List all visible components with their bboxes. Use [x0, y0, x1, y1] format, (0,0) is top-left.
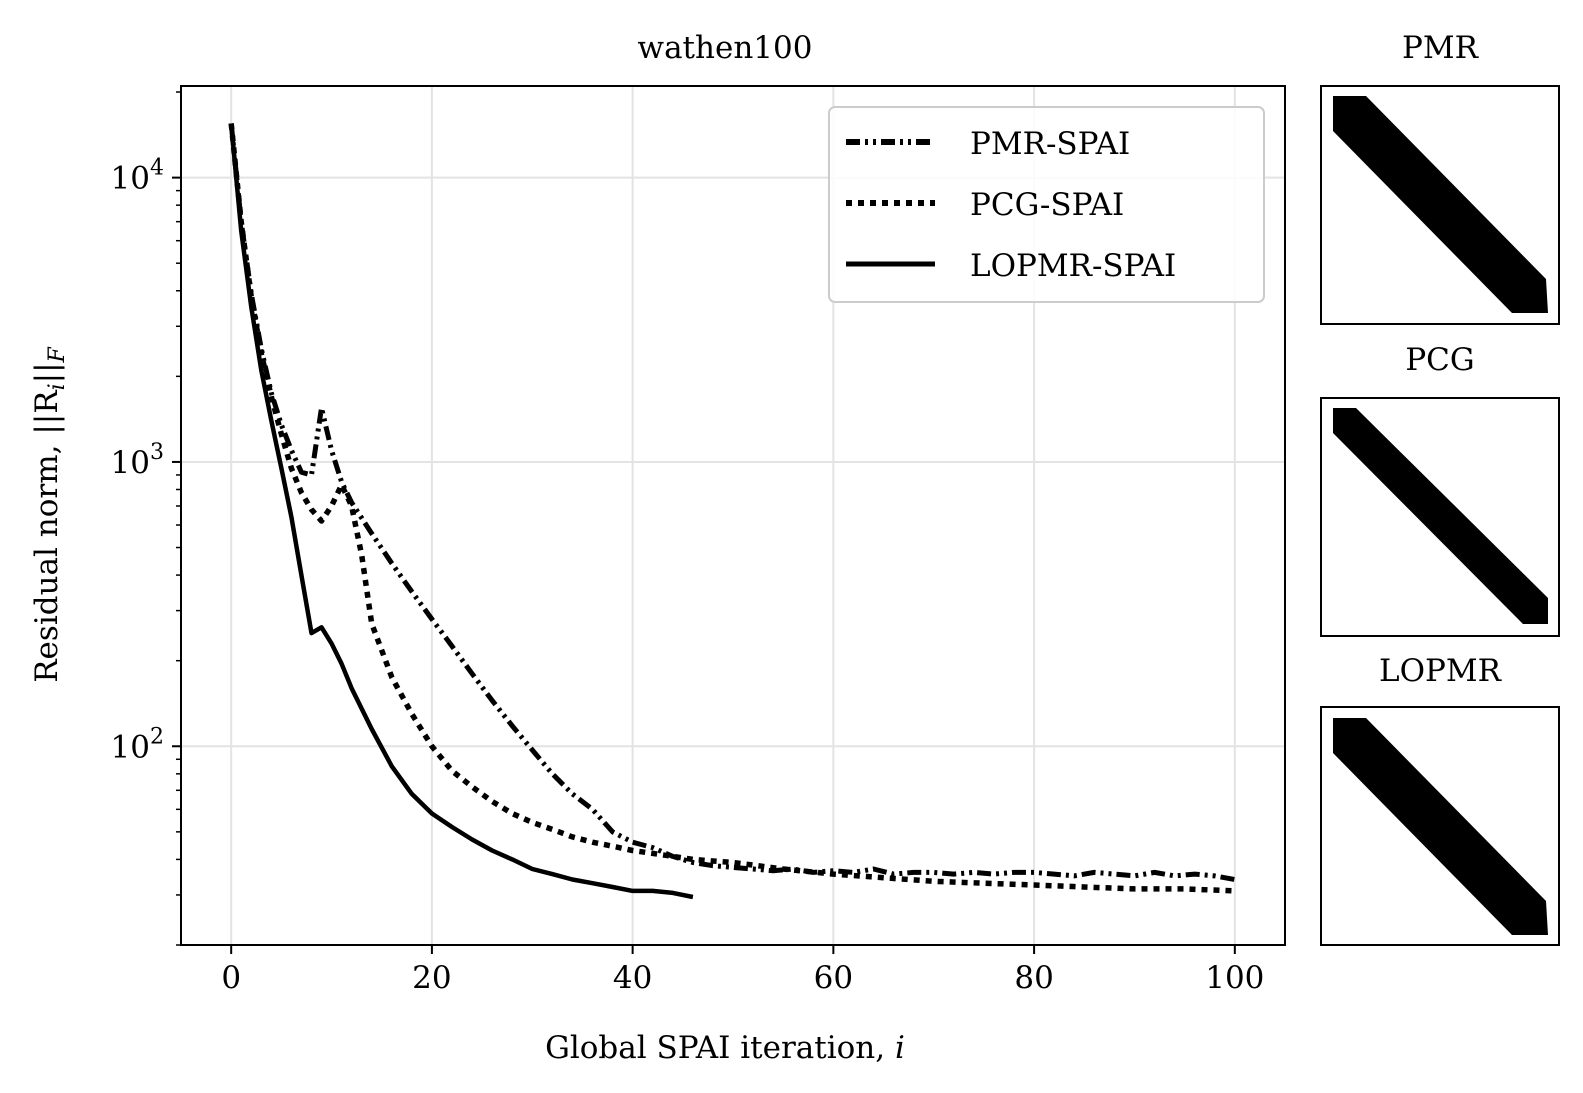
series-line-lopmr-spai	[228, 123, 694, 900]
sparsity-band-pmr	[1333, 96, 1548, 313]
y-axis-label-sub2: F	[45, 346, 70, 363]
x-tick-label: 100	[1205, 960, 1264, 996]
sparsity-panel-lopmr: LOPMR	[1320, 653, 1560, 946]
legend-label-pcg: PCG-SPAI	[970, 187, 1124, 223]
x-axis-label-text: Global SPAI iteration,	[545, 1030, 895, 1066]
x-tick-label: 80	[1014, 960, 1053, 996]
y-tick-exponent: 2	[150, 724, 164, 749]
series-line-pcg-spai	[228, 123, 1235, 894]
plot-frame	[180, 85, 1286, 946]
legend: PMR-SPAI PCG-SPAI LOPMR-SPAI	[828, 106, 1265, 303]
y-tick-exponent: 3	[150, 440, 164, 465]
y-tick-base: 10	[111, 729, 150, 765]
sparsity-band-lopmr	[1333, 718, 1548, 935]
x-tick-label: 0	[221, 960, 241, 996]
series-line-pmr-spai	[228, 123, 1236, 882]
x-tick-label: 40	[613, 960, 652, 996]
y-tick-exponent: 4	[150, 156, 164, 181]
y-axis-label-math2: ||	[29, 362, 65, 383]
sparsity-band-pcg	[1333, 408, 1548, 624]
y-tick-label: 102	[111, 724, 164, 765]
series-layer	[228, 123, 1236, 900]
sparsity-title-lopmr: LOPMR	[1379, 653, 1503, 689]
y-tick-base: 10	[111, 161, 150, 197]
y-axis-label-sub: i	[45, 383, 70, 390]
sparsity-title-pmr: PMR	[1402, 30, 1480, 66]
x-axis-ticks: 0 20 40 60 80 100	[221, 945, 1264, 996]
chart-title: wathen100	[638, 30, 813, 66]
y-axis-label: Residual norm, ||Ri||F	[29, 346, 70, 682]
legend-label-lopmr: LOPMR-SPAI	[970, 248, 1176, 284]
sparsity-panel-pcg: PCG	[1320, 342, 1560, 637]
y-tick-base: 10	[111, 445, 150, 481]
x-axis-label: Global SPAI iteration, i	[545, 1030, 905, 1066]
x-tick-label: 20	[412, 960, 451, 996]
sparsity-title-pcg: PCG	[1405, 342, 1474, 378]
legend-label-pmr: PMR-SPAI	[970, 126, 1130, 162]
y-tick-label: 104	[111, 156, 164, 197]
y-axis-label-math: ||R	[29, 389, 65, 435]
x-tick-label: 60	[814, 960, 853, 996]
legend-box	[828, 106, 1265, 303]
sparsity-panel-pmr: PMR	[1320, 30, 1560, 325]
y-tick-label: 103	[111, 440, 164, 481]
y-axis-label-text: Residual norm,	[29, 435, 65, 683]
x-axis-label-var: i	[895, 1030, 905, 1066]
